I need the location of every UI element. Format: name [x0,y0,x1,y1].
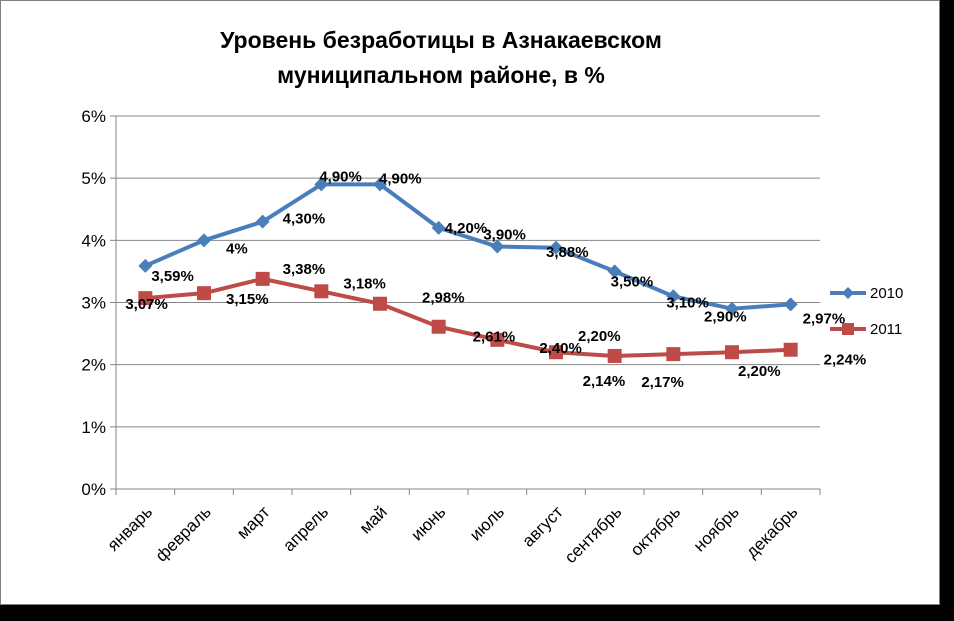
series-2011-marker [666,347,681,362]
series-2010-data-label: 4,90% [319,168,362,185]
legend-2010-label: 2010 [870,285,903,302]
series-2011-data-label: 3,38% [283,261,326,278]
series-2010-data-label: 4% [226,240,248,257]
chart-title: Уровень безработицы в Азнакаевском муниц… [141,23,741,93]
series-2011-marker [373,296,387,311]
x-tick-label: февраль [152,502,215,565]
x-tick-label: июнь [407,502,449,544]
series-2010-data-label: 3,50% [611,273,654,290]
series-2011-data-label: 2,24% [824,352,867,369]
series-2011-marker [725,345,739,360]
series-2010-marker [666,289,681,304]
series-2010-marker [783,297,798,312]
series-2010-marker [490,239,505,254]
series-2010-marker [255,214,270,229]
series-2010-data-label: 4,20% [445,220,488,237]
chart-title-line-2: муниципальном районе, в % [277,62,605,88]
x-tick-label: январь [104,502,157,555]
series-2011-data-label: 2,14% [583,373,626,390]
series-2010-marker [373,177,387,192]
series-2010-data-label: 2,90% [704,309,747,326]
series-2011-data-label: 2,20% [738,363,781,380]
series-2011-marker [549,345,563,360]
y-tick-label: 3% [81,294,106,313]
x-tick-label: ноябрь [690,502,743,555]
series-2010-data-label: 3,10% [666,294,709,311]
series-2010-data-label: 2,97% [803,310,846,327]
y-tick-label: 5% [81,169,106,188]
legend-2011-label: 2011 [870,321,902,338]
y-tick-label: 2% [81,356,106,375]
series-2011-data-label: 2,61% [473,329,516,346]
series-2011-line [145,276,791,358]
series-2011-data-label: 2,20% [578,328,621,345]
series-2011-marker [138,291,153,306]
series-2011-marker [314,284,329,299]
series-2010-data-label: 3,59% [151,268,194,285]
series-2011-data-label: 3,07% [125,296,168,313]
x-tick-label: август [519,502,567,550]
x-tick-label: сентябрь [561,502,626,567]
series-2010-data-label: 3,90% [483,227,526,244]
series-2011-data-label: 3,18% [343,275,386,292]
series-2010-marker [549,240,563,255]
series-2011-data-label: 2,40% [539,340,582,357]
series-2010-marker [138,258,153,273]
series-2011-marker [490,332,505,347]
series-2010-data-label: 3,88% [546,244,589,261]
y-tick-label: 0% [81,480,106,499]
series-2010-marker [197,233,211,248]
x-tick-label: март [233,502,273,542]
series-2010-data-label: 4,30% [283,211,326,228]
legend-2010-marker [842,287,854,299]
series-2010-marker [314,177,329,192]
series-2011-marker [197,286,211,301]
series-2011-data-label: 3,15% [226,291,269,308]
series-2011-data-label: 2,17% [641,374,684,391]
series-2011-marker [607,348,622,363]
series-2010-line [144,182,791,311]
x-tick-label: декабрь [742,502,801,561]
series-2011-marker [431,319,446,334]
y-tick-label: 1% [81,418,106,437]
series-2010-marker [725,301,739,316]
x-tick-label: апрель [279,502,332,555]
y-tick-label: 6% [81,107,106,126]
chart-title-line-1: Уровень безработицы в Азнакаевском [220,27,662,53]
x-tick-label: октябрь [627,502,684,559]
series-2010-data-label: 4,90% [379,170,422,187]
series-2011-marker [255,271,270,286]
x-tick-label: май [356,502,391,537]
y-tick-label: 4% [81,231,106,250]
legend-2011-marker [842,323,854,335]
series-2011-data-label: 2,98% [422,290,465,307]
series-2011-marker [783,342,798,357]
x-tick-label: июль [466,502,508,544]
series-2010-marker [607,264,622,279]
series-2010-marker [431,220,446,235]
